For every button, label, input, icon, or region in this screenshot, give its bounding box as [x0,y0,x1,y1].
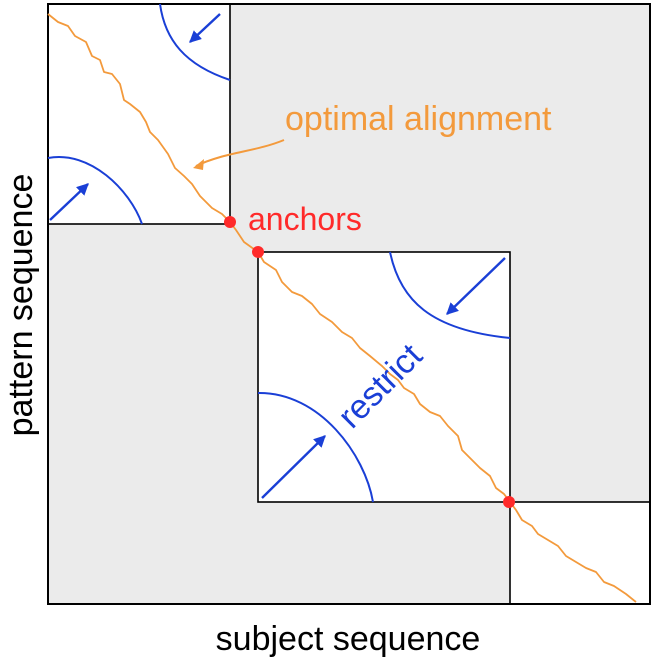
x-axis-label: subject sequence [216,620,481,658]
box2-lower-boundary-curve [257,391,374,503]
box1-lower-restrict-arrow [49,183,89,221]
optimal-alignment-path [47,13,637,603]
anchor-point-2 [252,246,264,258]
anchor-point-3 [503,496,515,508]
y-axis-label: pattern sequence [2,174,40,437]
anchors-label: anchors [248,201,362,237]
optimal-alignment-callout-arrowhead [193,159,204,170]
anchor-point-1 [224,216,236,228]
optimal-alignment-label: optimal alignment [285,100,552,138]
optimal-alignment-callout-arrow [195,139,285,167]
restricted-box-3 [509,501,651,605]
box2-upper-boundary-curve [389,251,511,339]
box2-upper-restrict-arrow [446,257,506,315]
box1-upper-boundary-curve [159,3,231,81]
box1-upper-restrict-arrow [189,13,221,43]
outer-matrix-frame [47,3,651,605]
box2-lower-restrict-arrow [261,435,326,499]
box1-lower-boundary-curve [47,155,143,225]
